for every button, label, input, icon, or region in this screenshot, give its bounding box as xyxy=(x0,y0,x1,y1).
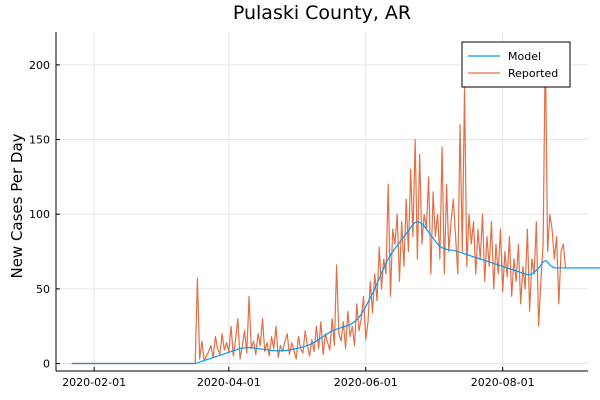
legend-label-reported: Reported xyxy=(508,67,558,80)
legend-label-model: Model xyxy=(508,50,541,63)
series-group xyxy=(71,41,600,365)
y-tick-label-1: 50 xyxy=(36,283,50,296)
y-tick-label-2: 100 xyxy=(29,208,50,221)
y-tick-label-4: 200 xyxy=(29,59,50,72)
grid xyxy=(56,32,588,371)
y-tick-label-0: 0 xyxy=(43,358,50,371)
x-tick-label-1: 2020-04-01 xyxy=(197,376,261,389)
series-line-model xyxy=(71,221,600,365)
legend: Model Reported xyxy=(461,41,571,88)
x-tick-label-3: 2020-08-01 xyxy=(471,376,535,389)
y-axis-label: New Cases Per Day xyxy=(8,133,26,278)
x-tick-label-2: 2020-06-01 xyxy=(334,376,398,389)
axes xyxy=(55,32,588,372)
x-tick-label-0: 2020-02-01 xyxy=(62,376,126,389)
series-line-reported xyxy=(71,41,600,365)
legend-box xyxy=(461,41,571,88)
y-tick-label-3: 150 xyxy=(29,134,50,147)
tick-labels: 0 50 100 150 200 2020-02-01 2020-04-01 2020-06-… xyxy=(29,59,535,389)
chart-title: Pulaski County, AR xyxy=(233,2,411,24)
